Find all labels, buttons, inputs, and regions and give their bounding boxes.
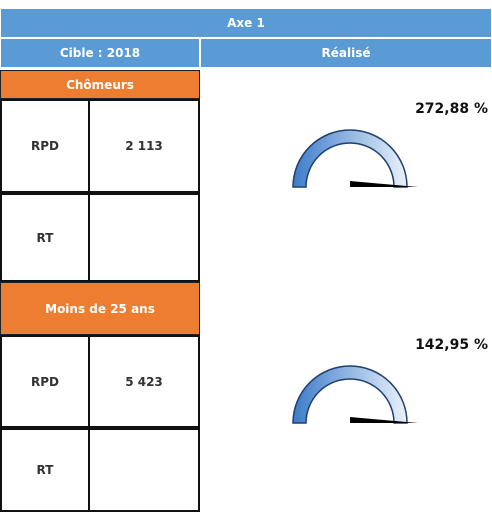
row-label: RPD xyxy=(0,335,90,428)
target-header: Cible : 2018 xyxy=(0,38,200,68)
row-value xyxy=(88,428,200,512)
row-label: RT xyxy=(0,193,90,282)
actual-header: Réalisé xyxy=(200,38,492,68)
row-label: RT xyxy=(0,428,90,512)
title: Axe 1 xyxy=(0,8,492,38)
row-label: RPD xyxy=(0,99,90,193)
gauge-needle xyxy=(350,417,418,423)
gauge-arc xyxy=(292,365,408,424)
gauges xyxy=(292,129,418,424)
percent-label: 142,95 % xyxy=(415,337,488,353)
row-value xyxy=(88,193,200,282)
gauge-needle xyxy=(350,181,418,187)
gauge-arc xyxy=(292,129,408,188)
section-header: Moins de 25 ans xyxy=(0,282,200,335)
row-value: 2 113 xyxy=(88,99,200,193)
row-value: 5 423 xyxy=(88,335,200,428)
percent-label: 272,88 % xyxy=(415,101,488,117)
section-header: Chômeurs xyxy=(0,70,200,99)
